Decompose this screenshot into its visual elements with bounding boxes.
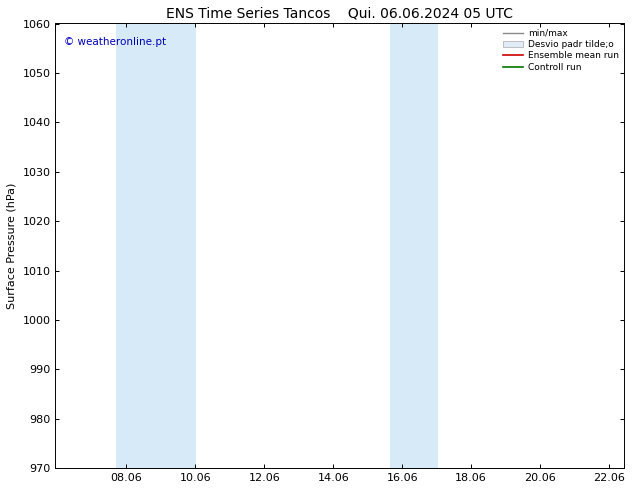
Y-axis label: Surface Pressure (hPa): Surface Pressure (hPa) xyxy=(7,183,17,309)
Text: © weatheronline.pt: © weatheronline.pt xyxy=(64,37,166,47)
Title: ENS Time Series Tancos    Qui. 06.06.2024 05 UTC: ENS Time Series Tancos Qui. 06.06.2024 0… xyxy=(166,7,514,21)
Bar xyxy=(116,24,196,468)
Legend: min/max, Desvio padr tilde;o, Ensemble mean run, Controll run: min/max, Desvio padr tilde;o, Ensemble m… xyxy=(501,26,621,74)
Bar xyxy=(390,24,438,468)
